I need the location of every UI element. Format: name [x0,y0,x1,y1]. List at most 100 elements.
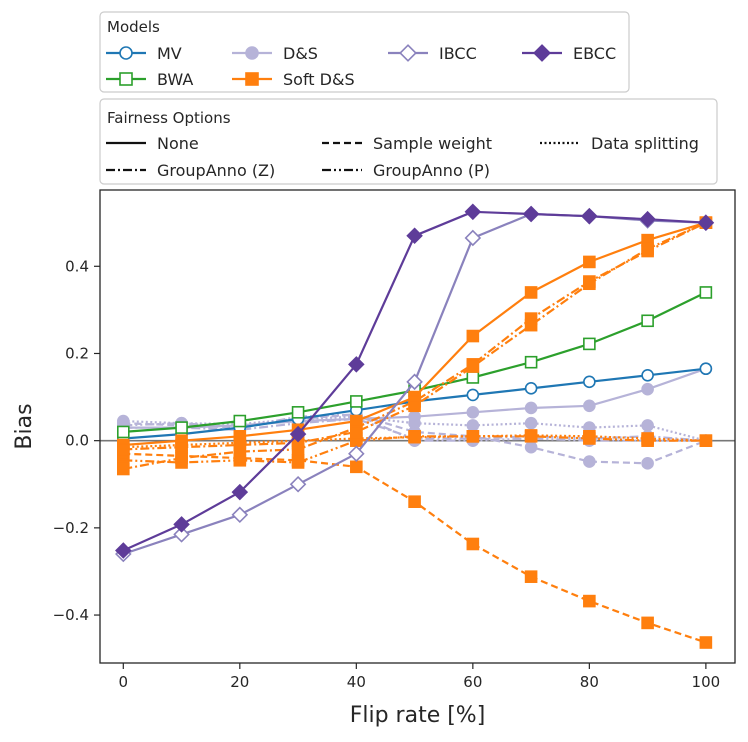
x-axis-label: Flip rate [%] [350,703,486,728]
data-point [641,457,654,470]
data-point [464,203,482,221]
legend-marker-square-icon [119,72,133,86]
data-point [231,483,249,501]
legend-model-soft-dands: Soft D&S [232,70,355,89]
legend-model-label: D&S [283,44,318,63]
data-point [291,453,305,467]
data-point [175,440,188,454]
legend-marker-diamond-icon [399,44,417,62]
data-point [697,214,715,231]
data-point [639,210,656,228]
data-point [173,526,190,543]
data-point [583,594,596,608]
data-point [524,570,538,583]
data-point [524,401,538,415]
series-line [123,221,707,451]
data-point [699,286,713,299]
data-point [466,430,480,443]
data-point [466,329,480,343]
data-point [175,421,188,434]
data-point [464,229,482,247]
data-point [466,419,480,432]
data-point [289,475,307,493]
data-point [291,406,305,419]
data-point [348,445,365,463]
y-tick-label: −0.4 [53,606,89,624]
x-tick-label: 0 [119,673,129,691]
data-point [408,410,421,423]
data-point [524,355,538,369]
data-point [233,414,247,428]
data-point [350,395,363,408]
data-point [699,362,713,376]
legend-fairness-label: GroupAnno (Z) [157,161,275,180]
data-point [583,375,596,389]
legend-marker-circle-icon [245,46,259,60]
x-tick-label: 100 [692,673,721,691]
legend-marker-square-icon [245,72,259,86]
axes-frame [99,189,736,664]
data-point [289,425,307,443]
y-axis-label: Bias [12,403,37,449]
data-point [350,425,363,439]
data-point [524,318,538,332]
series-ibcc-none [115,205,715,563]
data-point [524,430,538,443]
legend-fairness-sample-weight: Sample weight [322,134,492,153]
data-point [117,443,130,456]
data-point [583,432,596,445]
data-point [406,227,423,245]
data-point [641,434,654,447]
data-point [641,242,654,256]
data-point [583,455,596,468]
legend-fairness-frame [99,98,718,185]
legend-model-mv: MV [106,44,182,63]
legend-marker-circle-icon [119,46,133,60]
legend-fairness-label: Data splitting [591,134,699,153]
legend-model-label: BWA [157,70,193,89]
legend-fairness-groupanno-p: GroupAnno (P) [322,161,490,180]
data-point [406,373,423,391]
series-line [123,435,706,464]
legend-model-bwa: BWA [106,70,193,89]
legend-models-frame [99,11,630,93]
plot-area [100,203,735,649]
x-tick-label: 20 [230,673,249,691]
data-point [583,399,596,413]
data-point [350,460,363,474]
data-point [641,419,654,432]
data-point [117,425,130,439]
data-point [466,360,480,373]
legend-marker-diamond-icon [533,44,551,62]
data-point [641,616,654,630]
data-point [466,406,480,419]
legend-model-dands: D&S [232,44,318,63]
data-point [117,462,130,476]
data-point [524,382,538,395]
legend-fairness-groupanno-z: GroupAnno (Z) [106,161,275,180]
legend-fairness-label: GroupAnno (P) [373,161,490,180]
x-tick-label: 80 [580,673,599,691]
x-tick-label: 40 [347,673,366,691]
data-point [231,506,249,524]
data-point [641,368,654,382]
legend-fairness-none: None [106,134,199,153]
legend-models-title: Models [107,18,160,36]
data-point [581,207,598,225]
data-point [699,636,713,649]
data-point [173,516,190,533]
data-point [175,451,188,465]
legend-fairness-data-splitting: Data splitting [540,134,699,153]
data-point [466,371,480,384]
data-point [641,382,654,396]
legend-model-label: IBCC [439,44,477,63]
legend-models: Models MV D&S IBCC EBCC BWA Soft D&S [99,11,630,93]
x-tick-label: 60 [463,673,482,691]
data-point [583,277,596,291]
legend-fairness-label: None [157,134,199,153]
data-point [524,286,538,299]
y-tick-label: 0.4 [65,257,89,275]
axes: 0 20 40 60 80 100 −0.4 −0.2 0.0 0.2 0.4 Flip rate [… [12,189,736,728]
data-point [524,416,538,430]
